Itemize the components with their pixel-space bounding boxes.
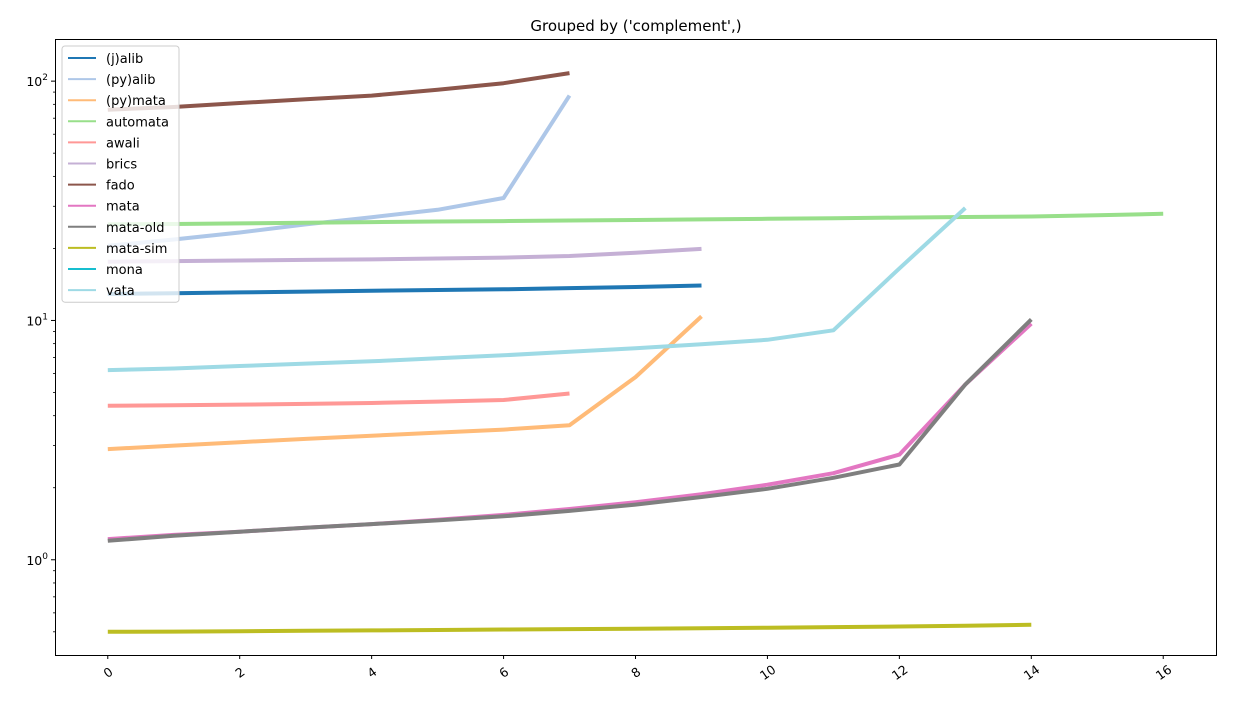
x-tick-label: 12 <box>889 662 911 683</box>
x-tick-label: 4 <box>364 664 379 681</box>
legend-label: (j)alib <box>106 52 143 67</box>
series-line-vata <box>107 206 967 373</box>
legend-label: awali <box>106 136 140 151</box>
x-tick-label: 2 <box>232 664 247 681</box>
series-line-brics <box>107 246 702 264</box>
legend-label: (py)mata <box>106 94 166 109</box>
legend-label: mata <box>106 200 140 215</box>
y-tick-label: 101 <box>26 312 48 328</box>
x-axis: 0 2 4 6 8 10 12 14 16 <box>101 655 1175 683</box>
legend-label: fado <box>106 179 135 194</box>
y-tick-label: 100 <box>26 552 48 568</box>
series-line-awali <box>107 391 570 408</box>
legend-label: mona <box>106 263 143 278</box>
x-tick-label: 14 <box>1021 662 1043 683</box>
x-tick-label: 0 <box>101 664 116 681</box>
y-tick-label: 102 <box>26 73 48 89</box>
legend-label: vata <box>106 284 135 299</box>
legend: (j)alib (py)alib (py)mata automata awali bric… <box>61 45 180 303</box>
y-axis: 100 101 102 <box>26 73 55 633</box>
legend-box <box>61 45 180 303</box>
series-line-mata-old <box>107 317 1033 543</box>
series-line-fado <box>107 71 570 112</box>
series-line-automata <box>107 211 1164 227</box>
series-line-mata <box>107 322 1033 542</box>
series-line-py-mata <box>107 314 703 452</box>
legend-label: brics <box>106 158 137 173</box>
legend-label: mata-sim <box>106 242 167 257</box>
plot-frame <box>55 39 1217 656</box>
x-tick-label: 6 <box>496 664 511 681</box>
series-line-j-alib <box>107 283 702 296</box>
x-tick-label: 10 <box>757 662 779 683</box>
plot-lines <box>107 71 1164 634</box>
legend-label: (py)alib <box>106 73 156 88</box>
series-line-mata-sim <box>107 622 1032 634</box>
x-tick-label: 8 <box>628 664 643 681</box>
legend-label: automata <box>106 115 169 130</box>
legend-label: mata-old <box>106 221 164 236</box>
chart-title: Grouped by ('complement',) <box>530 17 741 35</box>
x-tick-label: 16 <box>1153 662 1175 683</box>
